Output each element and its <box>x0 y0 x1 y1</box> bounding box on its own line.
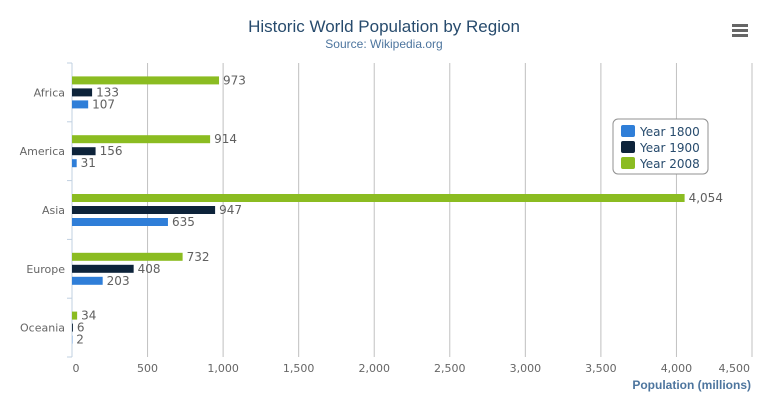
x-tick-label: 1,000 <box>207 362 239 375</box>
data-label: 732 <box>187 250 210 264</box>
data-label: 4,054 <box>689 191 723 205</box>
bar <box>72 311 78 320</box>
bar <box>72 135 211 144</box>
bar <box>72 194 685 202</box>
data-label: 133 <box>96 85 119 99</box>
x-tick-label: 500 <box>137 362 158 375</box>
x-tick-label: 4,000 <box>661 362 693 375</box>
data-label: 6 <box>77 321 85 335</box>
data-label: 203 <box>107 274 130 288</box>
chart-title: Historic World Population by Region <box>248 17 520 36</box>
legend-item: Year 1900 <box>639 141 700 155</box>
bar <box>72 252 183 261</box>
data-label: 973 <box>223 73 246 87</box>
bar <box>72 218 168 226</box>
legend-item: Year 2008 <box>639 157 700 171</box>
category-label: Africa <box>34 86 65 99</box>
bar <box>72 88 93 97</box>
x-tick-label: 4,500 <box>719 362 751 375</box>
category-label: America <box>20 145 65 158</box>
legend-item: Year 1800 <box>639 125 700 139</box>
legend-swatch <box>621 157 635 169</box>
bar <box>72 206 216 214</box>
x-tick-label: 2,000 <box>358 362 390 375</box>
axis-title: Population (millions) <box>632 378 751 392</box>
legend-swatch <box>621 141 635 153</box>
bar <box>72 100 89 109</box>
data-label: 947 <box>219 203 242 217</box>
category-label: Europe <box>26 263 65 276</box>
data-label: 635 <box>172 215 195 229</box>
category-label: Asia <box>42 204 65 217</box>
data-label: 34 <box>81 309 96 323</box>
bar <box>72 276 103 285</box>
data-label: 914 <box>214 132 237 146</box>
data-label: 2 <box>76 333 84 347</box>
chart-subtitle: Source: Wikipedia.org <box>325 37 442 51</box>
x-tick-label: 3,000 <box>510 362 542 375</box>
bar <box>72 264 134 273</box>
data-label: 107 <box>92 97 115 111</box>
x-tick-label: 2,500 <box>434 362 466 375</box>
legend-box <box>612 118 709 175</box>
legend: Year 1800 Year 1900 Year 2008 <box>612 118 709 175</box>
bar <box>72 76 220 85</box>
bar <box>72 147 96 156</box>
data-label: 408 <box>138 262 161 276</box>
bar <box>72 323 73 332</box>
legend-swatch <box>621 125 635 137</box>
x-tick-label: 3,500 <box>585 362 617 375</box>
x-tick-label: 1,500 <box>283 362 315 375</box>
menu-icon[interactable] <box>732 24 748 37</box>
x-tick-label: 0 <box>73 362 80 375</box>
bar <box>72 159 77 168</box>
data-label: 31 <box>81 156 96 170</box>
data-label: 156 <box>100 144 123 158</box>
category-label: Oceania <box>20 322 65 335</box>
